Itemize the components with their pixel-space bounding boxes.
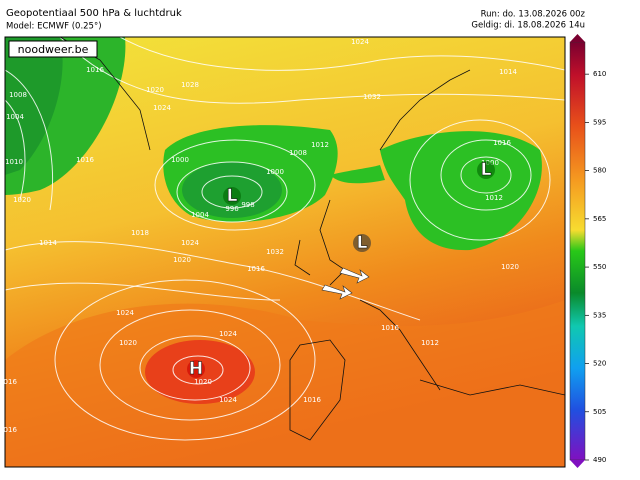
isobar-label: 1032 [266, 248, 284, 256]
isobar-label: 1016 [247, 265, 265, 273]
isobar-label: 1016 [493, 139, 511, 147]
center-marker [187, 360, 205, 378]
isobar-label: 1008 [9, 91, 27, 99]
isobar-label: 1016 [0, 426, 17, 434]
isobar-label: 1016 [76, 156, 94, 164]
model: Model: ECMWF (0.25°) [6, 22, 102, 32]
isobar-label: 1014 [499, 68, 517, 76]
isobar-label: 1012 [311, 141, 329, 149]
title: Geopotentiaal 500 hPa & luchtdruk [6, 8, 182, 19]
isobar-label: 1020 [146, 86, 164, 94]
isobar-label: 1000 [266, 168, 284, 176]
isobar-label: 996 [225, 205, 239, 213]
run-time: Run: do. 13.08.2026 00z [481, 10, 586, 20]
isobar-label: 1020 [194, 378, 212, 386]
colorbar-tick-label: 490 [593, 456, 606, 464]
isobar-label: 1024 [219, 330, 237, 338]
pressure-center: L [227, 186, 238, 206]
isobar-label: 1016 [86, 66, 104, 74]
isobar-label: 1010 [5, 158, 23, 166]
colorbar [569, 41, 586, 461]
isobar-label: 1020 [13, 196, 31, 204]
isobar-label: 1032 [363, 93, 381, 101]
isobar-label: 1012 [485, 194, 503, 202]
valid-time: Geldig: di. 18.08.2026 14u [471, 21, 585, 31]
map-field [5, 37, 565, 467]
isobar-label: 1014 [39, 239, 57, 247]
isobar-label: 1004 [191, 211, 209, 219]
colorbar-tick-label: 610 [593, 70, 606, 78]
isobar-label: 1016 [381, 324, 399, 332]
isobar-label: 1024 [219, 396, 237, 404]
logo: noodweer.be [18, 43, 89, 56]
isobars [5, 37, 565, 441]
colorbar-tick-label: 550 [593, 263, 606, 271]
isobar-label: 1016 [303, 396, 321, 404]
colorbar-tick-label: 565 [593, 215, 606, 223]
pressure-center: L [357, 233, 368, 253]
colorbar-cap [570, 460, 585, 468]
isobar-label: 1024 [116, 309, 134, 317]
pressure-center: H [189, 359, 203, 379]
coastlines [59, 37, 565, 441]
isobar-label: 1004 [6, 113, 24, 121]
isobar-label: 1018 [131, 229, 149, 237]
colorbar-tick-label: 595 [593, 118, 606, 126]
center-marker [223, 187, 241, 205]
center-marker [477, 161, 495, 179]
center-marker [353, 234, 371, 252]
isobar-label: 998 [241, 201, 254, 209]
colorbar-cap [570, 34, 585, 42]
isobar-label: 1020 [501, 263, 519, 271]
isobar-label: 1028 [181, 81, 199, 89]
isobar-label: 1016 [0, 378, 17, 386]
isobar-label: 1024 [181, 239, 199, 247]
colorbar-tick-label: 580 [593, 167, 606, 175]
isobar-label: 1020 [173, 256, 191, 264]
isobar-label: 1008 [289, 149, 307, 157]
isobar-label: 1000 [171, 156, 189, 164]
wind-arrows [321, 267, 370, 300]
isobar-label: 1024 [153, 104, 171, 112]
colorbar-tick-label: 520 [593, 360, 606, 368]
colorbar-tick-label: 505 [593, 408, 606, 416]
isobar-label: 1012 [421, 339, 439, 347]
pressure-center: L [481, 160, 492, 180]
isobar-label: 1020 [119, 339, 137, 347]
isobar-label: 1024 [351, 38, 369, 46]
colorbar-tick-label: 535 [593, 311, 606, 319]
logo-box [8, 40, 98, 58]
